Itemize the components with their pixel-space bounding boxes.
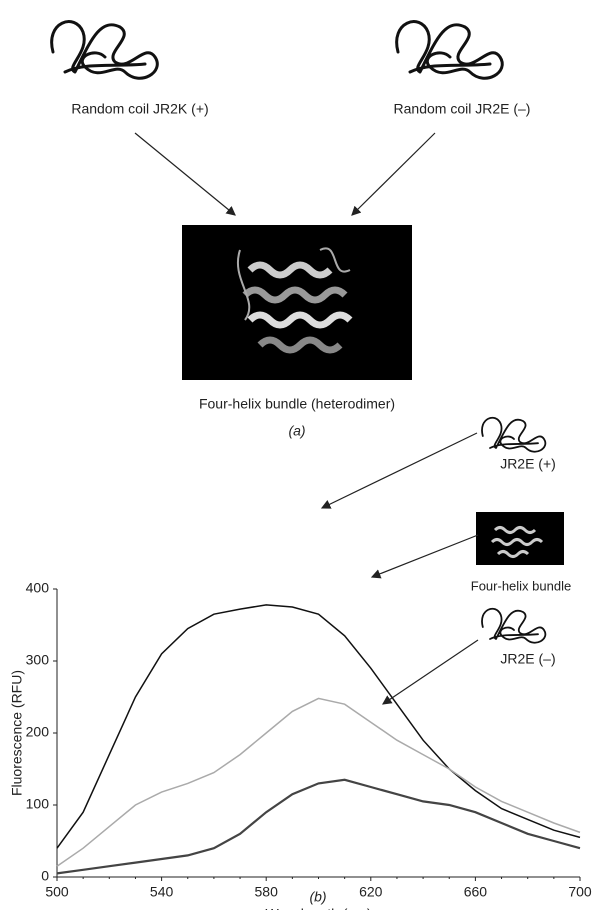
label: Random coil JR2E (–) bbox=[394, 101, 531, 117]
helix-bundle-image bbox=[476, 512, 564, 565]
x-tick-label: 700 bbox=[568, 884, 592, 900]
coil-icon bbox=[50, 20, 159, 80]
y-axis-label: Fluorescence (RFU) bbox=[9, 670, 25, 796]
coil-icon bbox=[481, 416, 547, 453]
annotation: JR2E (–) bbox=[500, 651, 555, 667]
caption: (b) bbox=[309, 889, 326, 905]
arrow bbox=[382, 639, 479, 705]
y-tick-label: 400 bbox=[26, 580, 50, 596]
caption: (a) bbox=[288, 423, 305, 439]
arrow bbox=[134, 132, 236, 216]
arrow bbox=[351, 132, 436, 216]
x-tick-label: 540 bbox=[150, 884, 174, 900]
y-tick-label: 300 bbox=[26, 652, 50, 668]
coil-icon bbox=[395, 20, 504, 80]
x-tick-label: 500 bbox=[45, 884, 69, 900]
x-tick-label: 580 bbox=[255, 884, 279, 900]
line-series bbox=[56, 697, 581, 867]
chart: 0 100 200 300 400 500 540 580 620 660 700 Wavelengt… bbox=[9, 580, 592, 910]
x-tick-label: 660 bbox=[464, 884, 488, 900]
x-axis-label: Wavelength (nm) bbox=[265, 906, 371, 910]
label: Four-helix bundle (heterodimer) bbox=[199, 396, 395, 412]
annotation: Four-helix bundle bbox=[471, 578, 571, 593]
line-series bbox=[56, 778, 581, 875]
y-tick-label: 200 bbox=[26, 724, 50, 740]
helix-bundle-image bbox=[182, 225, 412, 380]
x-tick-label: 620 bbox=[359, 884, 383, 900]
arrow bbox=[370, 534, 479, 579]
coil-icon bbox=[481, 607, 547, 644]
annotation: JR2E (+) bbox=[500, 456, 556, 472]
line-series bbox=[56, 604, 581, 849]
y-tick-label: 0 bbox=[41, 868, 49, 884]
y-tick-label: 100 bbox=[26, 796, 50, 812]
arrow bbox=[320, 432, 478, 509]
label: Random coil JR2K (+) bbox=[71, 101, 208, 117]
